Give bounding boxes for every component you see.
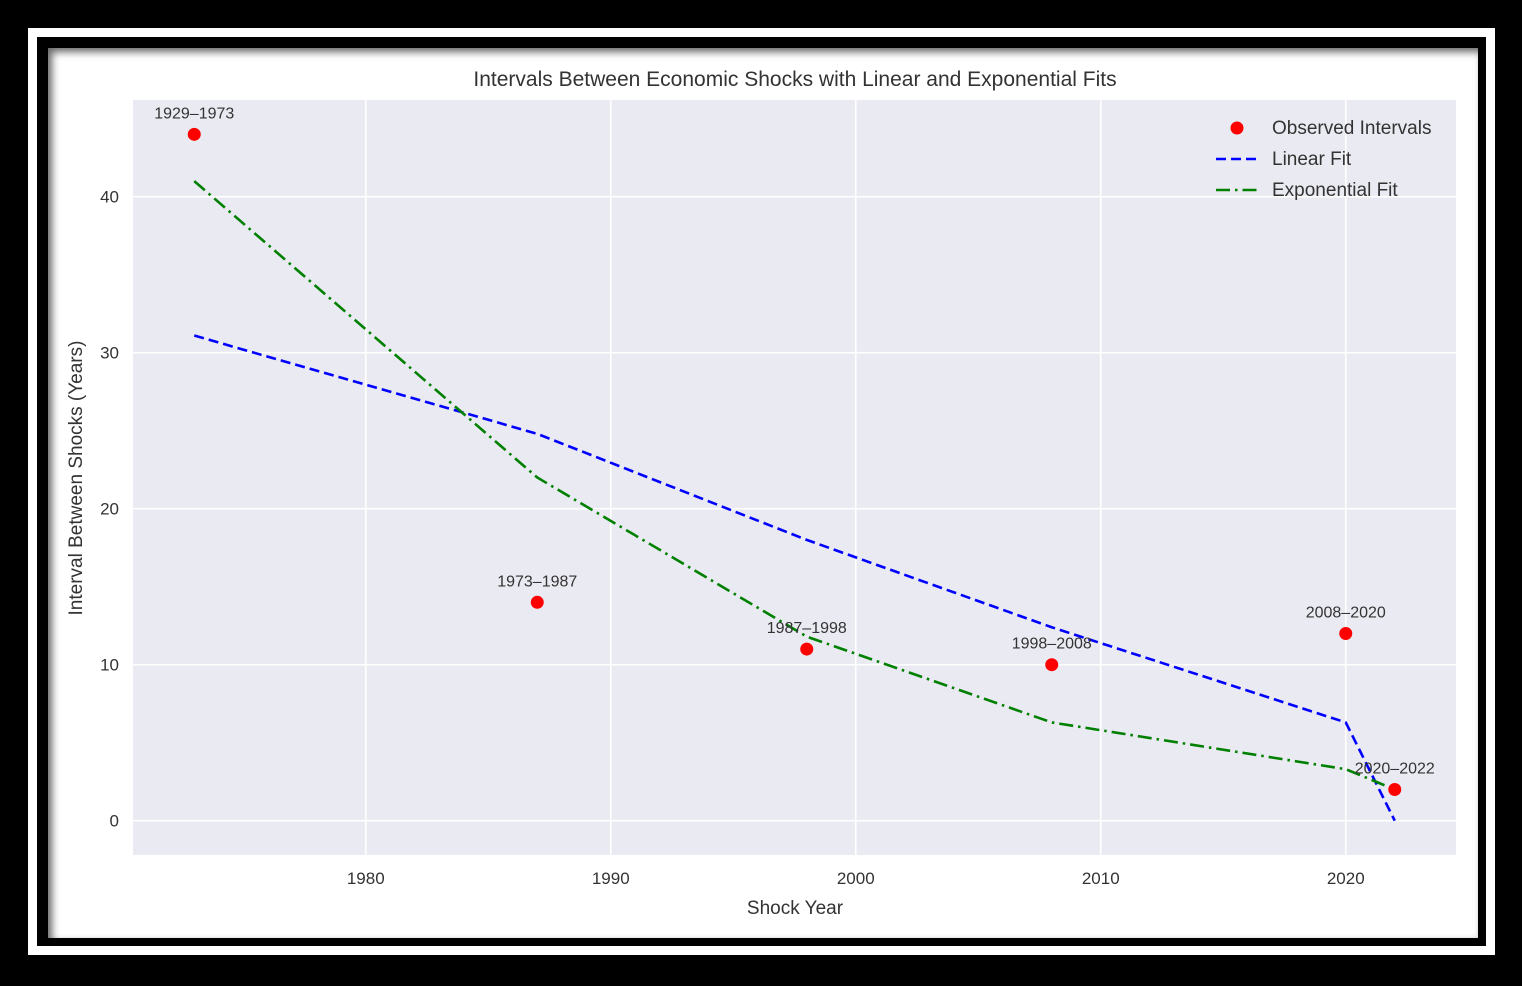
y-tick-label: 20 <box>100 500 119 519</box>
y-tick-label: 30 <box>100 344 119 363</box>
x-tick-label: 2020 <box>1327 869 1365 888</box>
grid <box>133 100 1456 855</box>
point-label: 1987–1998 <box>767 620 847 637</box>
linear-fit-line <box>193 334 1396 822</box>
point-label: 1998–2008 <box>1012 636 1092 653</box>
x-tick-label: 1990 <box>592 869 630 888</box>
x-tick-label: 2000 <box>837 869 875 888</box>
observed-point <box>530 595 544 609</box>
legend-label-observed: Observed Intervals <box>1272 118 1431 139</box>
legend: Observed Intervals Linear Fit Exponentia… <box>1216 118 1431 201</box>
observed-point <box>1045 658 1059 672</box>
tick-labels: 1980 1990 2000 2010 2020 0 10 20 30 40 <box>100 188 1365 888</box>
series-lines <box>193 180 1396 822</box>
point-label: 1929–1973 <box>154 105 234 122</box>
legend-label-exponential: Exponential Fit <box>1272 180 1398 201</box>
point-label: 2020–2022 <box>1355 760 1435 777</box>
x-tick-label: 2010 <box>1082 869 1120 888</box>
legend-marker-observed <box>1230 121 1244 135</box>
x-tick-label: 1980 <box>347 869 385 888</box>
y-tick-label: 40 <box>100 188 119 207</box>
observed-point <box>800 642 814 656</box>
observed-point <box>1388 782 1402 796</box>
x-axis-label: Shock Year <box>747 898 844 919</box>
legend-label-linear: Linear Fit <box>1272 149 1352 170</box>
y-axis-label: Interval Between Shocks (Years) <box>66 341 87 616</box>
chart-title: Intervals Between Economic Shocks with L… <box>473 68 1116 91</box>
point-label: 1973–1987 <box>497 573 577 590</box>
y-tick-label: 0 <box>110 812 119 831</box>
exponential-fit-line <box>193 180 1396 791</box>
observed-point <box>1339 626 1353 640</box>
observed-point <box>187 127 201 141</box>
observed-points: 1929–1973 1973–1987 1987–1998 1998–2008 2008… <box>154 105 1435 796</box>
plot-area <box>133 100 1456 855</box>
y-tick-label: 10 <box>100 656 119 675</box>
point-label: 2008–2020 <box>1306 604 1386 621</box>
